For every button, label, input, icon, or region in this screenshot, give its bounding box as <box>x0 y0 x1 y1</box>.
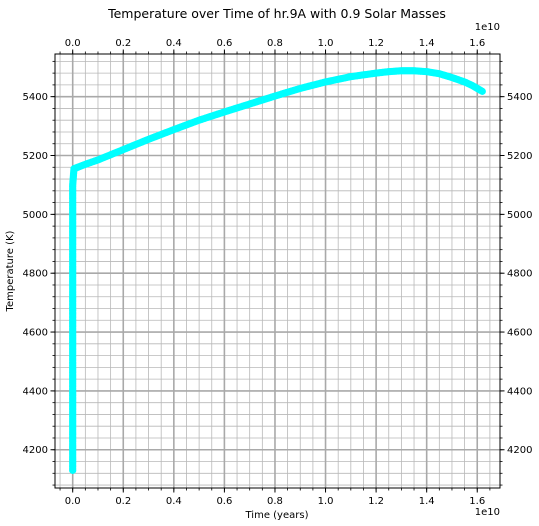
y-tick-label: 5000 <box>23 210 48 221</box>
x-tick-label: 0.0 <box>65 496 81 507</box>
x-tick-label-top: 0.6 <box>216 38 232 49</box>
x-tick-label: 1.0 <box>318 496 334 507</box>
x-tick-label-top: 1.6 <box>469 38 485 49</box>
x-tick-label-top: 1.2 <box>368 38 384 49</box>
y-tick-label-right: 4600 <box>507 328 532 339</box>
x-tick-label-top: 0.0 <box>65 38 81 49</box>
y-tick-label-right: 5400 <box>507 92 532 103</box>
y-tick-label-right: 4400 <box>507 386 532 397</box>
x-axis-label: Time (years) <box>245 510 309 521</box>
y-axis-label: Temperature (K) <box>5 230 16 312</box>
y-tick-label: 4600 <box>23 328 48 339</box>
x-tick-label: 1.2 <box>368 496 384 507</box>
major-grid <box>55 54 500 488</box>
y-tick-label: 5400 <box>23 92 48 103</box>
x-tick-label: 0.8 <box>267 496 283 507</box>
x-tick-label: 0.4 <box>166 496 182 507</box>
x-offset-label: 1e10 <box>475 507 500 518</box>
x-tick-label-top: 0.2 <box>115 38 131 49</box>
y-tick-label-right: 5200 <box>507 151 532 162</box>
y-tick-label: 4400 <box>23 386 48 397</box>
x-tick-label-top: 1.0 <box>318 38 334 49</box>
x-tick-label: 0.6 <box>216 496 232 507</box>
x-tick-label: 1.6 <box>469 496 485 507</box>
x-tick-label-top: 0.8 <box>267 38 283 49</box>
y-tick-label-right: 5000 <box>507 210 532 221</box>
ticks: 0.0 0.0 0.2 0.2 0.4 0.4 0.6 0.6 0.8 0.8 1.0 1.0 1.2 1… <box>23 38 533 507</box>
y-tick-label-right: 4800 <box>507 269 532 280</box>
data-point <box>478 87 486 95</box>
x-tick-label-top: 1.4 <box>419 38 435 49</box>
x-tick-label-top: 0.4 <box>166 38 182 49</box>
series-markers <box>69 67 486 474</box>
x-tick-label: 0.2 <box>115 496 131 507</box>
y-tick-label: 4800 <box>23 269 48 280</box>
y-tick-label: 5200 <box>23 151 48 162</box>
x-tick-label: 1.4 <box>419 496 435 507</box>
plot-frame <box>54 53 501 489</box>
chart-title: Temperature over Time of hr.9A with 0.9 … <box>107 6 446 21</box>
x-offset-label-top: 1e10 <box>475 22 500 33</box>
y-tick-label-right: 4200 <box>507 445 532 456</box>
y-tick-label: 4200 <box>23 445 48 456</box>
